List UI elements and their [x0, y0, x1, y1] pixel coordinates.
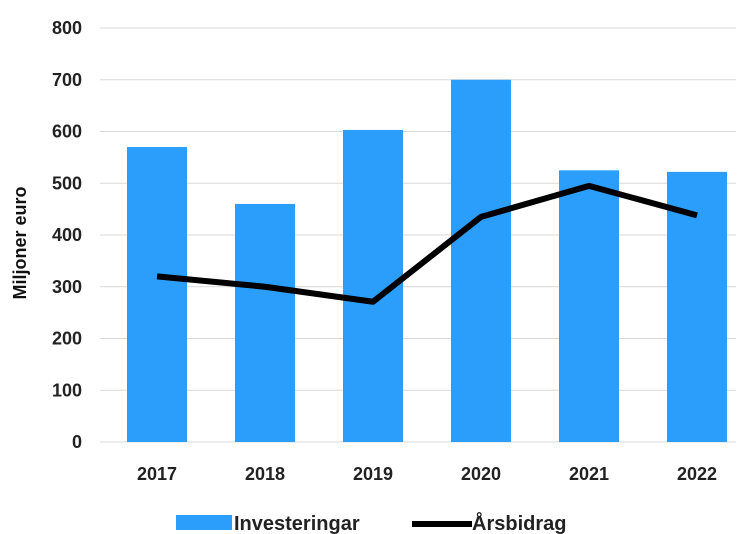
y-tick-label: 400: [52, 225, 82, 245]
x-tick-label: 2019: [353, 464, 393, 484]
bar-2021: [559, 170, 619, 442]
y-axis-ticks: 0 100 200 300 400 500 600 700 800: [52, 18, 82, 452]
bar-2017: [127, 147, 187, 442]
legend-label-arsbidrag: Årsbidrag: [472, 511, 566, 534]
x-axis-ticks: 2017 2018 2019 2020 2021 2022: [137, 464, 717, 484]
x-tick-label: 2022: [677, 464, 717, 484]
bar-2022: [667, 171, 727, 443]
legend-label-investeringar: Investeringar: [234, 513, 360, 534]
y-tick-label: 100: [52, 380, 82, 400]
y-tick-label: 200: [52, 329, 82, 349]
x-tick-label: 2017: [137, 464, 177, 484]
y-tick-label: 800: [52, 18, 82, 38]
x-tick-label: 2020: [461, 464, 501, 484]
legend-swatch-investeringar: [176, 515, 232, 530]
y-axis-label: Miljoner euro: [10, 186, 30, 299]
y-tick-label: 600: [52, 122, 82, 142]
line-arsbidrag: [156, 182, 698, 305]
x-tick-label: 2018: [245, 464, 285, 484]
y-tick-label: 0: [72, 432, 82, 452]
line-series: [156, 182, 698, 305]
y-tick-label: 700: [52, 70, 82, 90]
bar-2020: [451, 79, 511, 442]
legend: Investeringar Årsbidrag: [176, 511, 566, 534]
gridlines: [100, 27, 736, 443]
bar-2018: [235, 203, 295, 442]
x-tick-label: 2021: [569, 464, 609, 484]
y-tick-label: 500: [52, 173, 82, 193]
y-tick-label: 300: [52, 277, 82, 297]
